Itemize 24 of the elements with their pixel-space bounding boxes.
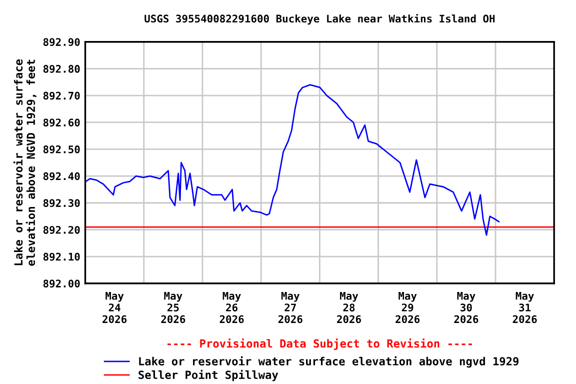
x-tick-label: May 29 2026 <box>396 292 420 324</box>
x-tick-label: May 26 2026 <box>220 292 244 324</box>
legend-label: Lake or reservoir water surface elevation above ngvd 1929 <box>139 356 519 368</box>
x-tick-label: May 30 2026 <box>454 292 478 324</box>
x-tick-label: May 28 2026 <box>337 292 361 324</box>
y-tick-label: 892.80 <box>43 64 80 73</box>
x-tick-label: May 24 2026 <box>102 292 127 324</box>
chart-title: USGS 395540082291600 Buckeye Lake near Watkins Island OH <box>144 14 495 25</box>
y-tick-label: 892.00 <box>43 280 80 288</box>
x-tick-label: May 27 2026 <box>278 292 302 324</box>
x-tick-label: May 25 2026 <box>161 292 186 324</box>
x-tick-label: May 31 2026 <box>512 292 537 324</box>
y-tick-label: 892.20 <box>43 226 80 234</box>
y-axis-title: Lake or reservoir water surface elevation above NGVD 1929, feet <box>13 59 36 266</box>
y-tick-label: 892.30 <box>43 199 80 208</box>
y-tick-label: 892.50 <box>43 145 80 154</box>
legend-label: Seller Point Spillway <box>138 370 278 382</box>
y-tick-label: 892.90 <box>43 38 80 46</box>
y-tick-label: 892.60 <box>43 118 80 127</box>
y-tick-label: 892.40 <box>43 172 80 180</box>
y-tick-label: 892.70 <box>43 92 80 100</box>
y-tick-label: 892.10 <box>43 252 80 261</box>
text: ---- Provisional Data Subject to Revision ---- <box>167 338 472 350</box>
line-series <box>85 84 500 236</box>
